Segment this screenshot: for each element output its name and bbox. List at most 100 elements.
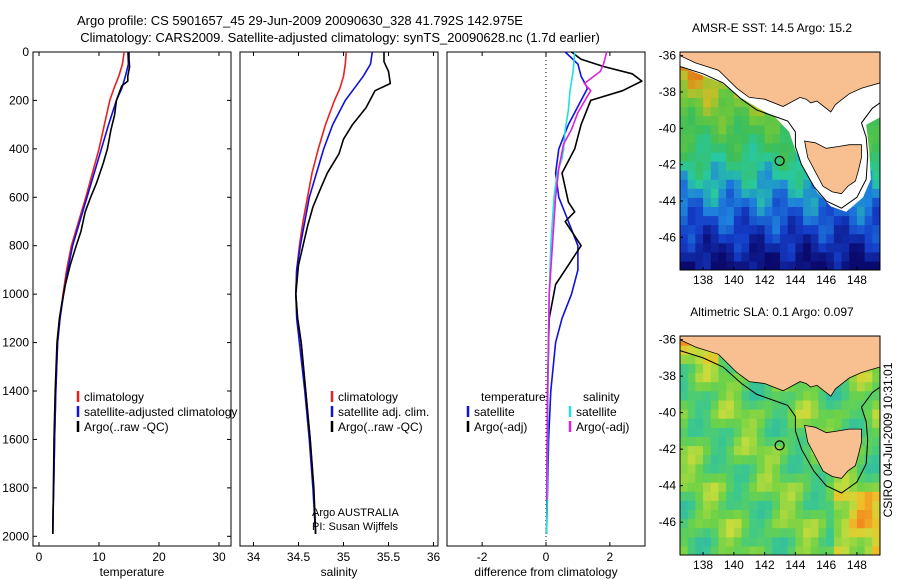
map-cell xyxy=(680,142,689,153)
series-line-3 xyxy=(294,52,392,534)
map-cell xyxy=(680,170,689,180)
map-cell xyxy=(741,215,750,226)
map-cell xyxy=(749,133,758,144)
map-cell xyxy=(818,251,827,262)
map-cell xyxy=(680,260,689,270)
map-cell xyxy=(772,215,781,226)
map-cell xyxy=(795,427,804,437)
map-cell xyxy=(749,518,758,529)
map-cell xyxy=(826,527,835,538)
map-cell xyxy=(687,472,696,483)
map-cell xyxy=(772,170,781,180)
map-cell xyxy=(818,418,827,428)
map-cell xyxy=(818,536,827,547)
map-title: Altimetric SLA: 0.1 Argo: 0.097 xyxy=(690,305,854,319)
map-cell xyxy=(856,545,866,555)
map-cell xyxy=(756,260,766,270)
map-cell xyxy=(772,454,781,465)
map-cell xyxy=(864,472,873,483)
map-cell xyxy=(718,436,727,447)
map-cell xyxy=(795,418,804,428)
map-cell xyxy=(803,536,812,547)
map-cell xyxy=(680,372,689,383)
map-cell xyxy=(872,463,880,474)
map-cell xyxy=(680,363,689,374)
map-cell xyxy=(841,224,850,235)
map-cell xyxy=(872,170,880,180)
map-cell xyxy=(872,454,880,465)
x-tick-label: 0 xyxy=(543,550,550,564)
map-cell xyxy=(833,409,843,419)
map-cell xyxy=(741,242,750,253)
map-cell xyxy=(718,179,727,189)
map-cell xyxy=(710,142,720,153)
map-cell xyxy=(810,491,820,501)
map-cell xyxy=(780,472,789,483)
x-tick-label: 140 xyxy=(724,273,744,287)
map-cell xyxy=(856,454,866,465)
map-cell xyxy=(826,509,835,520)
map-cell xyxy=(764,242,773,253)
map-cell xyxy=(726,224,735,235)
map-cell xyxy=(849,390,858,401)
map-cell xyxy=(764,427,773,437)
map-cell xyxy=(803,260,812,270)
map-cell xyxy=(695,170,704,180)
map-cell xyxy=(833,260,843,270)
legend-title-salinity: salinity xyxy=(583,390,620,404)
y-tick-label: 1000 xyxy=(2,287,29,301)
map-cell xyxy=(741,399,750,410)
map-cell xyxy=(818,197,827,208)
map-cell xyxy=(741,106,750,117)
map-cell xyxy=(872,436,880,447)
map-cell xyxy=(741,161,750,171)
map-cell xyxy=(772,418,781,428)
map-cell xyxy=(695,390,704,401)
map-cell xyxy=(826,251,835,262)
map-cell xyxy=(810,509,820,520)
map-cell xyxy=(872,418,880,428)
map-cell xyxy=(726,161,735,171)
map-cell xyxy=(718,536,727,547)
map-cell xyxy=(787,482,796,492)
map-cell xyxy=(864,409,873,419)
map-cell xyxy=(780,500,789,510)
map-cell xyxy=(872,491,880,501)
map-cell xyxy=(795,260,804,270)
map-cell xyxy=(741,536,750,547)
map-cell xyxy=(826,224,835,235)
map-cell xyxy=(718,170,727,180)
map-cell xyxy=(856,224,866,235)
map-cell xyxy=(833,215,843,226)
map-cell xyxy=(703,170,712,180)
y-tick-label: -38 xyxy=(659,85,677,99)
map-cell xyxy=(726,133,735,144)
map-cell xyxy=(795,518,804,529)
map-cell xyxy=(726,242,735,253)
map-cell xyxy=(772,463,781,474)
map-cell xyxy=(733,399,743,410)
map-cell xyxy=(787,197,796,208)
map-cell xyxy=(872,445,880,456)
map-cell xyxy=(780,545,789,555)
map-cell xyxy=(726,115,735,126)
map-cell xyxy=(749,454,758,465)
map-cell xyxy=(764,142,773,153)
map-cell xyxy=(680,197,689,208)
map-cell xyxy=(756,509,766,520)
map-cell xyxy=(695,363,704,374)
map-cell xyxy=(780,179,789,189)
map-cell xyxy=(849,500,858,510)
map-cell xyxy=(680,454,689,465)
map-cell xyxy=(795,197,804,208)
map-cell xyxy=(695,106,704,117)
map-cell xyxy=(764,418,773,428)
map-cell xyxy=(687,491,696,501)
map-cell xyxy=(733,545,743,555)
map-cell xyxy=(795,170,804,180)
y-tick-label: -46 xyxy=(659,230,677,244)
profile-panel-2: 34 34.5 35 35.5 36 salinity climatologysatelli… xyxy=(239,51,440,579)
map-cell xyxy=(872,472,880,483)
map-cell xyxy=(849,381,858,392)
map-cell xyxy=(680,124,689,135)
